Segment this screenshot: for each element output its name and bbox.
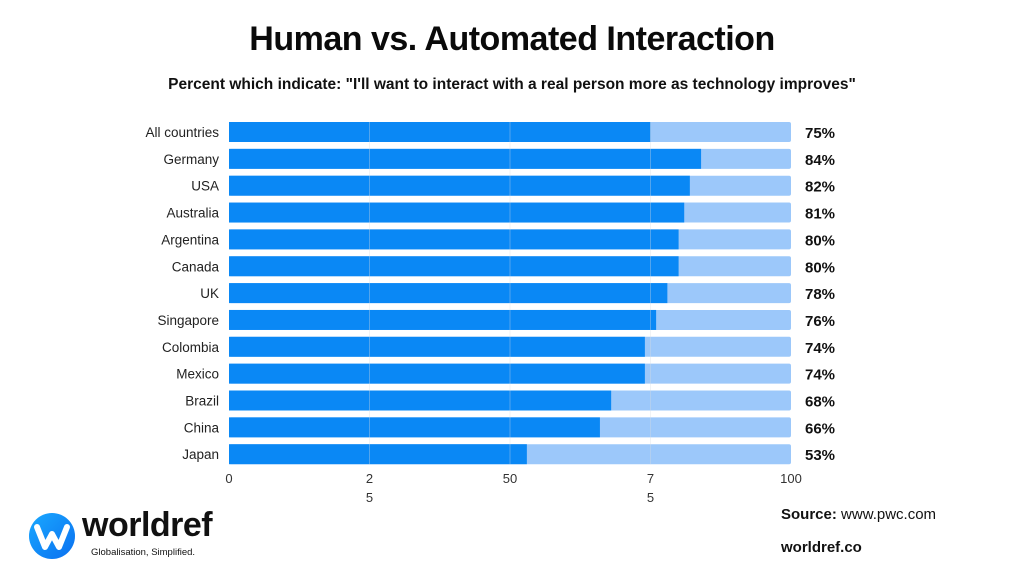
value-label: 68% xyxy=(805,394,835,411)
value-label: 76% xyxy=(805,313,835,330)
source-value: www.pwc.com xyxy=(841,506,937,523)
value-label: 74% xyxy=(805,340,835,357)
bar xyxy=(229,148,702,169)
bar xyxy=(229,229,679,250)
value-label: 78% xyxy=(805,286,835,303)
category-label: All countries xyxy=(145,125,219,140)
bar xyxy=(229,256,679,277)
category-label: China xyxy=(184,420,220,435)
worldref-logo: worldref Globalisation, Simplified. xyxy=(28,506,228,562)
source-label: Source: xyxy=(781,506,837,523)
category-label: USA xyxy=(191,179,219,194)
chart-subtitle: Percent which indicate: "I'll want to in… xyxy=(168,76,856,93)
worldref-logo-icon xyxy=(29,513,75,559)
category-label: Germany xyxy=(163,152,219,167)
category-label: Colombia xyxy=(162,340,220,355)
chart-title: Human vs. Automated Interaction xyxy=(249,20,775,58)
category-label: UK xyxy=(200,286,219,301)
value-label: 84% xyxy=(805,152,835,169)
category-label: Brazil xyxy=(185,394,219,409)
bar xyxy=(229,444,527,465)
value-label: 80% xyxy=(805,259,835,276)
bar xyxy=(229,202,685,223)
value-label: 53% xyxy=(805,447,835,464)
value-label: 74% xyxy=(805,367,835,384)
bar xyxy=(229,336,645,357)
bar xyxy=(229,283,668,304)
value-label: 66% xyxy=(805,420,835,437)
category-label: Singapore xyxy=(157,313,219,328)
category-label: Argentina xyxy=(161,232,219,247)
value-label: 82% xyxy=(805,179,835,196)
x-tick-label: 2 xyxy=(366,471,373,486)
category-label: Japan xyxy=(182,447,219,462)
x-tick-label-line2: 5 xyxy=(647,490,654,505)
value-label: 75% xyxy=(805,125,835,142)
bar xyxy=(229,417,600,438)
logo-tagline: Globalisation, Simplified. xyxy=(91,547,196,558)
x-tick-label: 0 xyxy=(225,471,232,486)
bar xyxy=(229,122,651,142)
x-tick-label: 50 xyxy=(503,471,517,486)
bar xyxy=(229,363,645,384)
value-label: 81% xyxy=(805,206,835,223)
site-url: worldref.co xyxy=(781,539,862,556)
value-label: 80% xyxy=(805,232,835,249)
source-note: Source: www.pwc.com xyxy=(781,506,936,523)
category-label: Mexico xyxy=(176,367,219,382)
bar xyxy=(229,390,612,411)
category-label: Australia xyxy=(166,206,219,221)
logo-wordmark: worldref xyxy=(82,506,213,544)
x-tick-label: 100 xyxy=(780,471,802,486)
category-label: Canada xyxy=(172,259,220,274)
x-tick-label-line2: 5 xyxy=(366,490,373,505)
bar xyxy=(229,309,657,330)
bar xyxy=(229,175,690,196)
x-tick-label: 7 xyxy=(647,471,654,486)
